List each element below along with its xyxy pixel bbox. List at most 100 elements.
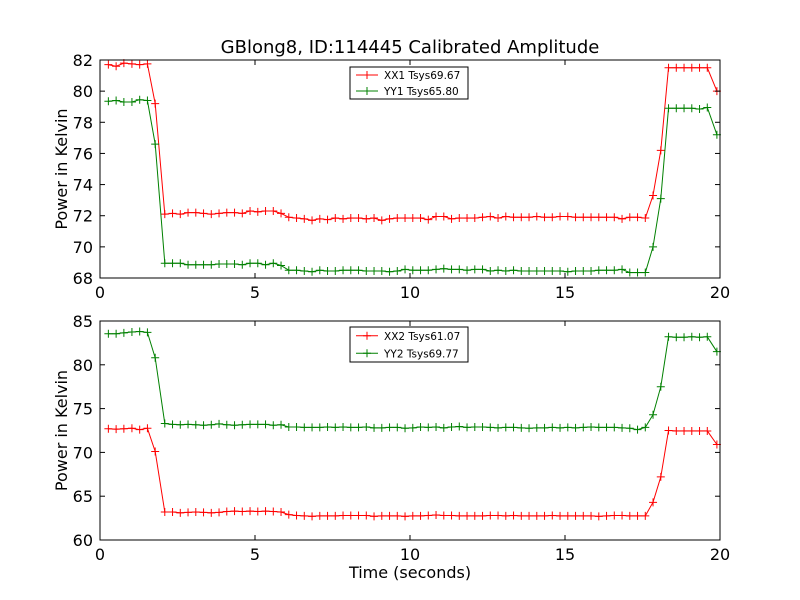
data-point	[331, 214, 340, 223]
data-point	[385, 214, 394, 223]
data-point	[151, 447, 160, 456]
data-point	[331, 266, 340, 275]
data-point	[478, 511, 487, 520]
data-point	[308, 423, 317, 432]
data-point	[315, 266, 324, 275]
data-point	[269, 507, 278, 516]
data-point	[331, 423, 340, 432]
data-point	[509, 213, 518, 222]
data-point	[432, 212, 441, 221]
data-point	[207, 508, 216, 517]
data-point	[222, 507, 231, 516]
y-tick-label: 80	[73, 356, 93, 375]
x-tick-label: 5	[250, 545, 260, 564]
data-point	[151, 140, 160, 149]
data-point	[160, 507, 169, 516]
data-point	[563, 423, 572, 432]
data-point	[416, 266, 425, 275]
data-point	[176, 420, 185, 429]
data-point	[308, 216, 317, 225]
data-point	[176, 210, 185, 219]
data-point	[501, 266, 510, 275]
x-tick-label: 10	[400, 545, 420, 564]
data-point	[362, 214, 371, 223]
data-point	[308, 512, 317, 521]
data-point	[284, 213, 293, 222]
data-point	[151, 353, 160, 362]
data-point	[579, 213, 588, 222]
data-point	[703, 63, 712, 72]
data-point	[664, 104, 673, 113]
data-point	[143, 328, 152, 337]
data-point	[625, 213, 634, 222]
data-point	[594, 512, 603, 521]
data-point	[587, 422, 596, 431]
data-point	[439, 423, 448, 432]
data-point	[486, 423, 495, 432]
y-tick-label: 80	[73, 82, 93, 101]
data-point	[641, 511, 650, 520]
data-point	[160, 259, 169, 268]
data-point	[385, 267, 394, 276]
data-point	[269, 207, 278, 216]
data-point	[104, 424, 113, 433]
data-point	[532, 212, 541, 221]
data-point	[393, 423, 402, 432]
data-point	[695, 105, 704, 114]
chart-title: GBlong8, ID:114445 Calibrated Amplitude	[221, 37, 600, 58]
data-point	[563, 267, 572, 276]
data-point	[703, 332, 712, 341]
data-point	[323, 215, 332, 224]
data-point	[362, 511, 371, 520]
data-point	[548, 423, 557, 432]
data-point	[556, 511, 565, 520]
data-point	[377, 423, 386, 432]
data-point	[191, 260, 200, 269]
data-point	[119, 98, 128, 107]
data-point	[261, 420, 270, 429]
data-point	[649, 410, 658, 419]
data-point	[463, 266, 472, 275]
data-point	[703, 103, 712, 112]
data-point	[176, 508, 185, 517]
y-tick-label: 82	[73, 51, 93, 70]
data-point	[509, 423, 518, 432]
data-point	[362, 422, 371, 431]
data-point	[687, 332, 696, 341]
data-point	[656, 146, 665, 155]
data-point	[424, 511, 433, 520]
data-point	[377, 216, 386, 225]
legend-marker	[363, 349, 371, 358]
data-point	[253, 420, 262, 429]
data-point	[393, 511, 402, 520]
data-point	[587, 213, 596, 222]
y-tick-label: 70	[73, 238, 93, 257]
data-point	[315, 423, 324, 432]
data-point	[532, 423, 541, 432]
data-point	[416, 214, 425, 223]
data-point	[463, 423, 472, 432]
data-point	[532, 266, 541, 275]
data-point	[127, 98, 136, 107]
data-point	[687, 426, 696, 435]
data-point	[199, 209, 208, 218]
legend-box	[349, 66, 469, 100]
data-point	[525, 213, 534, 222]
data-point	[401, 512, 410, 521]
data-point	[548, 213, 557, 222]
data-point	[370, 214, 379, 223]
data-point	[331, 511, 340, 520]
data-point	[354, 511, 363, 520]
y-tick-label: 72	[73, 207, 93, 226]
x-tick-label: 0	[95, 545, 105, 564]
data-point	[602, 213, 611, 222]
data-point	[215, 259, 224, 268]
data-point	[222, 208, 231, 217]
data-point	[618, 265, 627, 274]
data-point	[346, 214, 355, 223]
data-point	[143, 96, 152, 105]
data-point	[641, 423, 650, 432]
data-point	[269, 421, 278, 430]
data-point	[184, 420, 193, 429]
